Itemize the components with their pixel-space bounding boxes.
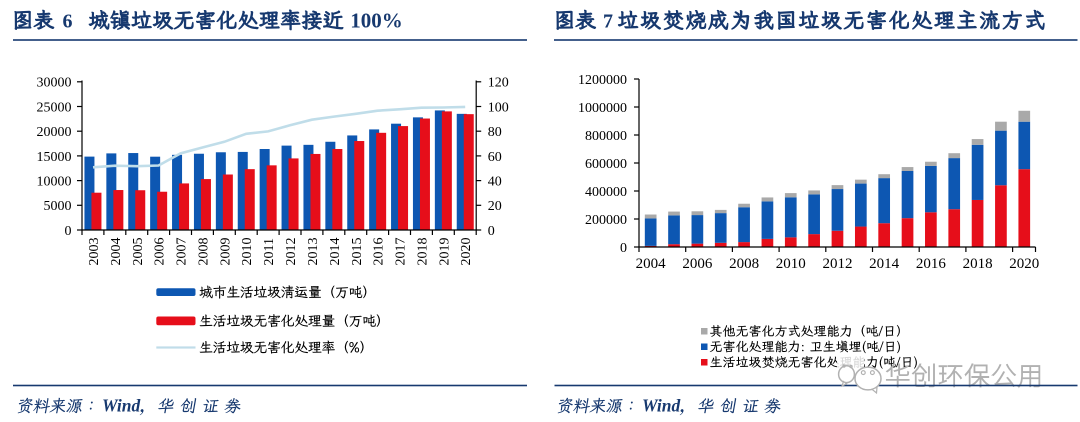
svg-text:2013: 2013 bbox=[306, 238, 321, 266]
svg-text:200000: 200000 bbox=[585, 213, 627, 228]
svg-text:2008: 2008 bbox=[729, 256, 759, 272]
svg-text:100%: 100% bbox=[350, 9, 403, 33]
svg-text:6: 6 bbox=[63, 11, 73, 33]
svg-text:2014: 2014 bbox=[328, 238, 343, 266]
svg-text:2020: 2020 bbox=[1009, 256, 1039, 272]
svg-text:2012: 2012 bbox=[284, 238, 299, 266]
svg-text:100: 100 bbox=[488, 100, 509, 115]
svg-text:Wind: Wind bbox=[102, 396, 141, 416]
svg-text:2016: 2016 bbox=[916, 256, 947, 272]
svg-text:Wind: Wind bbox=[642, 396, 681, 416]
svg-text:25000: 25000 bbox=[37, 100, 72, 115]
svg-text:2006: 2006 bbox=[153, 238, 168, 266]
svg-text:2019: 2019 bbox=[437, 238, 452, 266]
svg-text:2008: 2008 bbox=[196, 238, 211, 266]
svg-text:0: 0 bbox=[620, 241, 627, 256]
svg-text:2006: 2006 bbox=[682, 256, 713, 272]
svg-text:2004: 2004 bbox=[109, 238, 124, 266]
svg-text:1200000: 1200000 bbox=[578, 73, 627, 88]
svg-text:800000: 800000 bbox=[585, 129, 627, 144]
svg-text:2004: 2004 bbox=[636, 256, 667, 272]
svg-text:7: 7 bbox=[603, 11, 613, 33]
svg-text:2003: 2003 bbox=[87, 238, 102, 266]
svg-text:120: 120 bbox=[488, 76, 509, 91]
svg-text:2007: 2007 bbox=[175, 238, 190, 266]
svg-text:2012: 2012 bbox=[822, 256, 852, 272]
svg-text:60: 60 bbox=[488, 150, 502, 165]
svg-text:5000: 5000 bbox=[44, 199, 72, 214]
svg-text:2011: 2011 bbox=[262, 238, 277, 265]
svg-text:30000: 30000 bbox=[37, 76, 72, 91]
svg-text:0: 0 bbox=[488, 224, 495, 239]
svg-text:2020: 2020 bbox=[459, 238, 474, 266]
svg-text:2018: 2018 bbox=[963, 256, 993, 272]
svg-text:10000: 10000 bbox=[37, 175, 72, 190]
svg-text:2016: 2016 bbox=[372, 238, 387, 266]
svg-text:80: 80 bbox=[488, 125, 502, 140]
svg-text:600000: 600000 bbox=[585, 157, 627, 172]
svg-text:400000: 400000 bbox=[585, 185, 627, 200]
svg-text:2005: 2005 bbox=[131, 238, 146, 266]
svg-text:2018: 2018 bbox=[415, 238, 430, 266]
svg-text:2014: 2014 bbox=[869, 256, 900, 272]
svg-text:2010: 2010 bbox=[240, 238, 255, 266]
svg-text:1000000: 1000000 bbox=[578, 101, 627, 116]
svg-text:2017: 2017 bbox=[394, 238, 409, 266]
svg-text:20: 20 bbox=[488, 199, 502, 214]
svg-text:0: 0 bbox=[65, 224, 72, 239]
svg-text:2010: 2010 bbox=[776, 256, 806, 272]
svg-text:2015: 2015 bbox=[350, 238, 365, 266]
svg-text:2009: 2009 bbox=[218, 238, 233, 266]
svg-text:15000: 15000 bbox=[37, 150, 72, 165]
svg-text:40: 40 bbox=[488, 175, 502, 190]
svg-text:20000: 20000 bbox=[37, 125, 72, 140]
